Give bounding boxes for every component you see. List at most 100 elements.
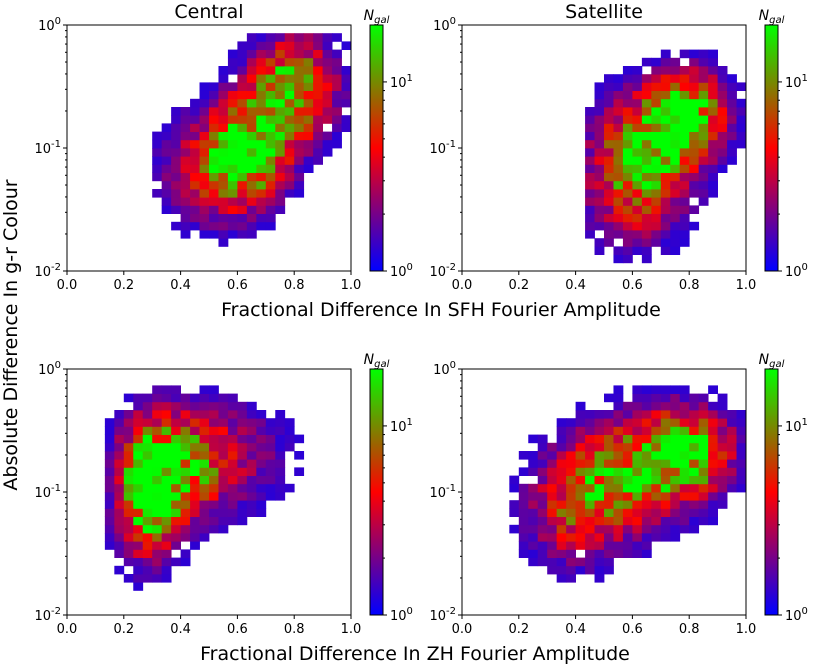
- heatmap-cell: [708, 500, 718, 509]
- heatmap-cell: [199, 533, 210, 542]
- heatmap-cell: [689, 123, 700, 132]
- heatmap-cell: [246, 57, 257, 67]
- heatmap-cell: [604, 156, 614, 165]
- heatmap-cell: [227, 213, 238, 223]
- heatmap-cell: [660, 66, 671, 75]
- heatmap-cell: [218, 115, 229, 124]
- heatmap-cell: [133, 574, 144, 583]
- heatmap-cell: [152, 500, 163, 509]
- heatmap-cell: [670, 393, 681, 403]
- heatmap-cell: [171, 524, 181, 534]
- heatmap-cell: [227, 98, 238, 108]
- y-axis-label: Absolute Difference In g-r Colour: [0, 179, 22, 490]
- heatmap-cell: [332, 57, 342, 67]
- heatmap-cell: [294, 41, 305, 50]
- heatmap-cell: [256, 197, 267, 206]
- heatmap-cell: [246, 230, 257, 239]
- heatmap-cell: [679, 49, 690, 59]
- heatmap-cell: [585, 483, 595, 493]
- heatmap-cell: [209, 107, 219, 116]
- heatmap-cell: [622, 164, 633, 173]
- heatmap-cell: [209, 115, 219, 124]
- heatmap-cell: [622, 90, 633, 100]
- heatmap-cell: [256, 434, 267, 444]
- heatmap-cell: [613, 442, 624, 452]
- heatmap-cell: [594, 205, 605, 214]
- heatmap-cell: [518, 451, 529, 460]
- heatmap-cell: [727, 483, 737, 493]
- heatmap-cell: [275, 426, 286, 435]
- heatmap-cell: [227, 172, 238, 182]
- heatmap-cell: [332, 107, 342, 116]
- heatmap-cell: [142, 508, 153, 517]
- heatmap-cell: [114, 533, 125, 542]
- heatmap-cell: [322, 107, 333, 116]
- heatmap-cell: [161, 180, 172, 190]
- heatmap-cell: [651, 180, 662, 190]
- heatmap-cell: [698, 516, 709, 526]
- heatmap-cell: [133, 475, 144, 485]
- heatmap-cell: [566, 508, 576, 517]
- heatmap-cell: [275, 107, 286, 116]
- heatmap-cell: [736, 107, 747, 116]
- heatmap-cell: [218, 156, 229, 165]
- x-axis-label-bottom: Fractional Difference In ZH Fourier Ampl…: [200, 643, 630, 665]
- heatmap-cell: [632, 442, 643, 452]
- heatmap-cell: [152, 541, 163, 550]
- heatmap-cell: [180, 164, 191, 173]
- heatmap-cell: [566, 541, 576, 550]
- heatmap-cell: [237, 107, 248, 116]
- heatmap-cell: [641, 549, 652, 558]
- heatmap-cell: [256, 475, 267, 485]
- heatmap-cell: [575, 500, 586, 509]
- heatmap-cell: [556, 442, 567, 452]
- heatmap-cell: [660, 131, 671, 141]
- heatmap-cell: [660, 426, 671, 435]
- heatmap-cell: [209, 500, 219, 509]
- heatmap-cell: [575, 541, 586, 550]
- x-tick-label: 0.6: [622, 278, 643, 293]
- heatmap-cell: [246, 197, 257, 206]
- heatmap-cell: [104, 492, 115, 501]
- heatmap-cell: [575, 442, 586, 452]
- heatmap-cell: [123, 500, 134, 509]
- heatmap-cell: [604, 533, 614, 542]
- heatmap-cell: [736, 442, 747, 452]
- heatmap-cell: [209, 426, 219, 435]
- heatmap-cell: [537, 549, 548, 558]
- heatmap-cell: [161, 549, 172, 558]
- heatmap-cell: [209, 442, 219, 452]
- heatmap-cell: [566, 574, 576, 583]
- heatmap-cell: [708, 148, 718, 157]
- heatmap-cell: [265, 197, 276, 206]
- heatmap-cell: [641, 107, 652, 116]
- heatmap-cell: [284, 107, 295, 116]
- heatmap-cell: [152, 533, 163, 542]
- heatmap-cell: [180, 172, 191, 182]
- heatmap-cell: [256, 41, 267, 50]
- heatmap-cell: [227, 459, 238, 468]
- heatmap-cell: [237, 221, 248, 231]
- heatmap-cell: [123, 508, 134, 517]
- heatmap-cell: [133, 426, 144, 435]
- heatmap-cell: [227, 221, 238, 231]
- heatmap-cell: [632, 467, 643, 476]
- heatmap-cell: [622, 139, 633, 149]
- heatmap-cell: [190, 98, 200, 108]
- heatmap-cell: [651, 66, 662, 75]
- heatmap-cell: [294, 123, 305, 132]
- heatmap-cell: [275, 451, 286, 460]
- heatmap-cell: [736, 434, 747, 444]
- heatmap-cell: [660, 434, 671, 444]
- heatmap-cell: [698, 66, 709, 75]
- heatmap-cell: [246, 148, 257, 157]
- heatmap-cell: [679, 483, 690, 493]
- heatmap-cell: [284, 131, 295, 141]
- heatmap-cell: [246, 459, 257, 468]
- heatmap-cell: [613, 500, 624, 509]
- heatmap-cell: [294, 164, 305, 173]
- heatmap-cell: [632, 410, 643, 419]
- heatmap-cell: [246, 442, 257, 452]
- heatmap-cell: [114, 475, 125, 485]
- heatmap-cell: [133, 459, 144, 468]
